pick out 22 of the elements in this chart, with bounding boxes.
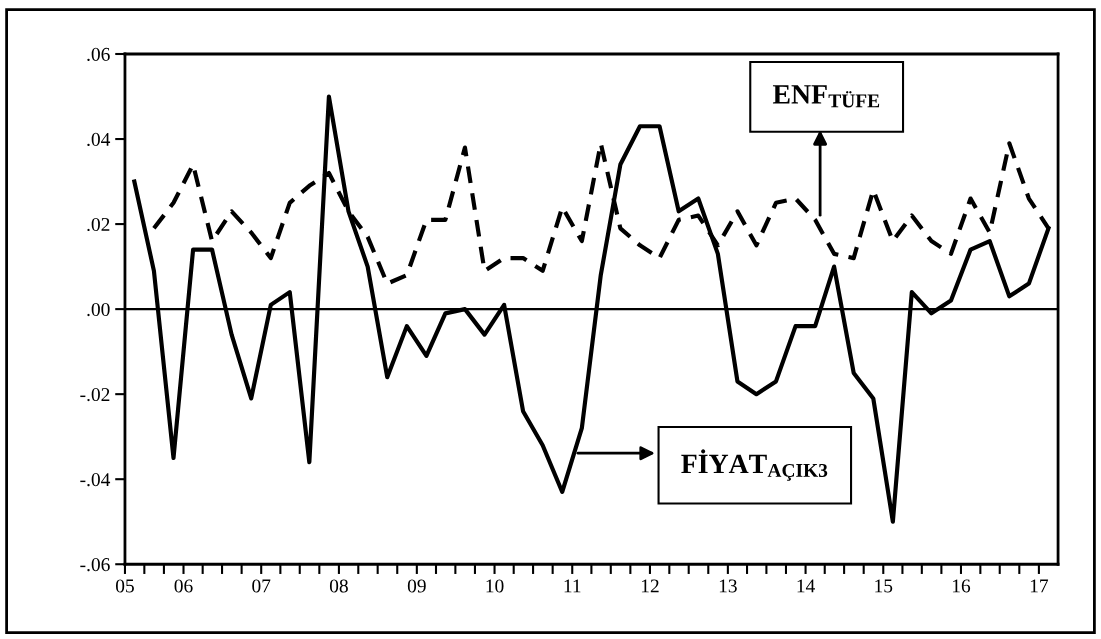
x-tick-label: 06 <box>174 579 193 593</box>
x-tick-label: 11 <box>564 579 581 593</box>
x-tick-label: 05 <box>115 579 134 593</box>
x-tick-label: 10 <box>486 579 504 593</box>
x-tick-label: 07 <box>252 579 271 593</box>
y-tick-label: .04 <box>87 132 111 147</box>
x-tick-label: 12 <box>641 579 659 593</box>
x-tick-label: 17 <box>1030 579 1049 593</box>
y-tick-label: -.02 <box>80 387 110 402</box>
y-tick-label: .02 <box>87 217 110 232</box>
y-tick-label: .00 <box>87 302 110 317</box>
x-tick-label: 09 <box>407 579 426 593</box>
legend-label: FİYAT$_{AÇIK3}$ <box>681 449 828 481</box>
x-tick-label: 15 <box>875 579 893 593</box>
y-tick-label: .06 <box>87 47 110 62</box>
x-tick-label: 16 <box>952 579 971 593</box>
text: ENF$_{TÜFE}$ <box>772 85 880 108</box>
y-tick-label: -.06 <box>80 558 110 572</box>
x-tick-label: 08 <box>329 579 348 593</box>
x-tick-label: 14 <box>797 579 815 593</box>
x-tick-label: 13 <box>719 579 737 593</box>
y-tick-label: -.04 <box>80 473 111 487</box>
